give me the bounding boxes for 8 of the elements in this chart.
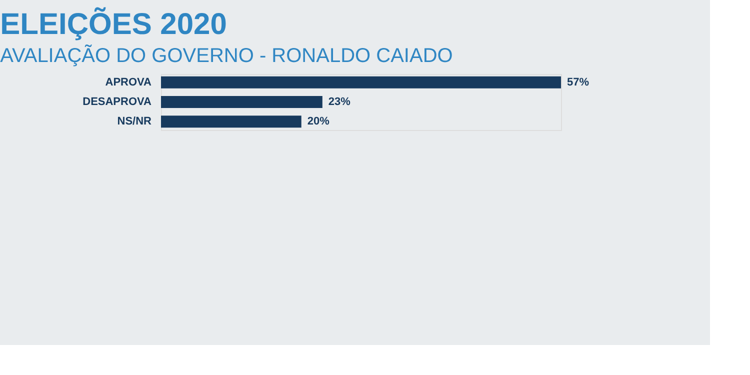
chart-subtitle: AVALIAÇÃO DO GOVERNO - RONALDO CAIADO bbox=[0, 44, 453, 67]
y-tick-label: DESAPROVA bbox=[82, 96, 152, 108]
data-label: 23% bbox=[328, 96, 351, 108]
chart-title: ELEIÇÕES 2020 bbox=[0, 7, 227, 41]
y-tick-label: NS/NR bbox=[117, 116, 152, 128]
data-label: 20% bbox=[307, 116, 330, 128]
data-label: 57% bbox=[567, 76, 590, 88]
y-tick-label: APROVA bbox=[105, 76, 152, 88]
